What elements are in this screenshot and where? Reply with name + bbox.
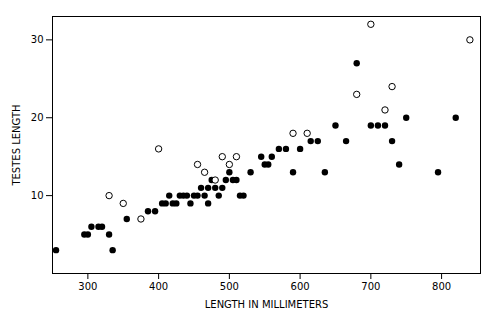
svg-text:400: 400 (149, 281, 168, 292)
svg-text:300: 300 (78, 281, 97, 292)
svg-text:10: 10 (31, 190, 44, 201)
svg-text:20: 20 (31, 112, 44, 123)
svg-text:LENGTH IN MILLIMETERS: LENGTH IN MILLIMETERS (205, 299, 329, 310)
svg-text:700: 700 (361, 281, 380, 292)
svg-text:TESTES LENGTH: TESTES LENGTH (11, 104, 22, 186)
svg-text:500: 500 (220, 281, 239, 292)
svg-text:30: 30 (31, 34, 44, 45)
svg-text:600: 600 (291, 281, 310, 292)
svg-text:800: 800 (432, 281, 451, 292)
